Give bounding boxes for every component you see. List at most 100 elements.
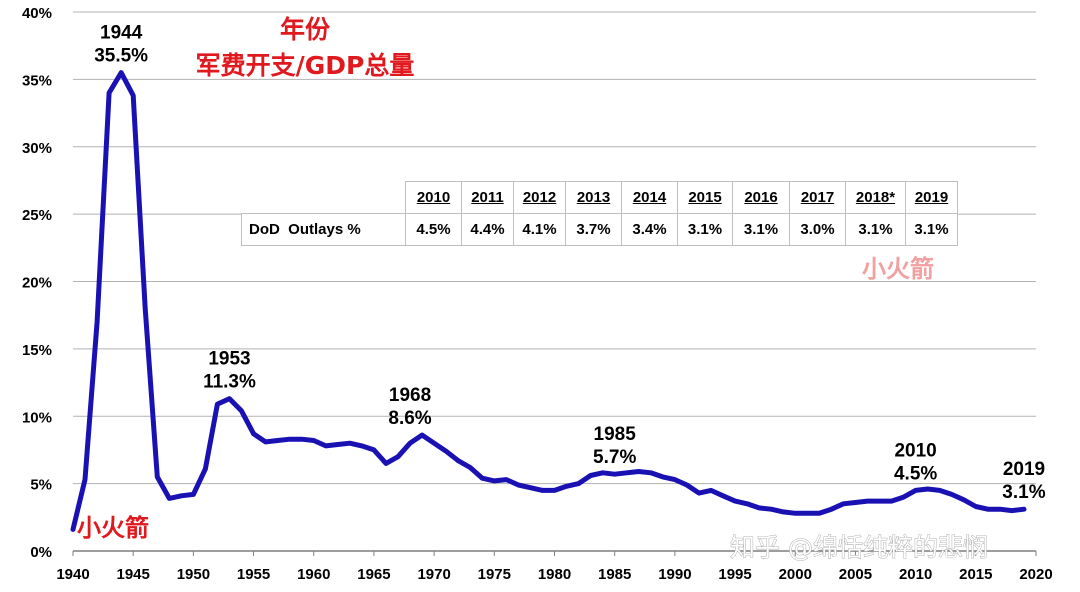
x-tick-label: 1945 [117,566,150,583]
data-point [817,511,821,515]
data-point [324,444,328,448]
data-point [914,488,918,492]
data-point [721,494,725,498]
table-year: 2019 [905,181,958,214]
data-point [420,433,424,437]
data-point [396,455,400,459]
x-tick-label: 1980 [538,566,571,583]
y-tick-label: 0% [30,544,52,561]
data-point [829,507,833,511]
data-point [974,505,978,509]
data-point [528,486,532,490]
annotation-value: 8.6% [388,408,431,429]
table-year: 2013 [565,181,622,214]
data-point [745,502,749,506]
data-point [408,441,412,445]
y-tick-label: 20% [22,275,52,292]
data-point [384,461,388,465]
x-tick-label: 1975 [478,566,511,583]
data-point [119,71,123,75]
annotation-year: 1944 [100,23,143,44]
x-tick-label: 2015 [959,566,992,583]
data-point [215,402,219,406]
x-tick-label: 1950 [177,566,210,583]
data-point [962,498,966,502]
data-point [926,487,930,491]
dod-outlays-table: 2010 2011 2012 2013 2014 2015 2016 2017 … [241,181,958,246]
table-year: 2014 [621,181,678,214]
y-tick-label: 30% [22,140,52,157]
data-point [757,506,761,510]
data-point [613,472,617,476]
data-point [769,507,773,511]
x-tick-label: 1960 [297,566,330,583]
data-point [890,499,894,503]
data-point [625,471,629,475]
data-point [1010,509,1014,513]
data-point [227,397,231,401]
data-point [998,507,1002,511]
annotation-year: 1968 [389,385,431,406]
table-cell: 3.1% [845,213,906,246]
data-point [155,475,159,479]
data-points [71,71,1026,531]
table-cell: 3.1% [732,213,790,246]
data-point [661,475,665,479]
data-point [456,459,460,463]
x-tick-label: 1955 [237,566,270,583]
data-point [252,432,256,436]
y-tick-label: 15% [22,342,52,359]
data-point [71,527,75,531]
data-point [492,479,496,483]
y-tick-label: 5% [30,477,52,494]
table-row: DoD Outlays % 4.5% 4.4% 4.1% 3.7% 3.4% 3… [241,213,958,246]
chart-title-line-2: 军费开支/GDP总量 [196,51,415,80]
data-point [143,306,147,310]
table-cell: 3.7% [565,213,622,246]
data-point [709,488,713,492]
data-point [504,478,508,482]
table-row-header: DoD Outlays % [241,213,406,246]
x-axis-ticks: 1940 1945 1950 1955 1960 1965 1970 1975 1980 1985… [56,551,1053,583]
x-tick-label: 2005 [839,566,872,583]
table-corner [242,182,406,214]
data-point [1022,507,1026,511]
data-point [336,443,340,447]
data-point [601,471,605,475]
data-point [697,491,701,495]
table-year: 2015 [677,181,733,214]
data-point [793,511,797,515]
table-cell: 4.4% [461,213,514,246]
data-point [865,499,869,503]
data-point [649,471,653,475]
annotation-year: 1953 [208,349,250,370]
annotation-value: 3.1% [1002,482,1045,503]
data-point [95,320,99,324]
x-tick-label: 1970 [417,566,450,583]
data-point [372,448,376,452]
annotation-year: 1985 [594,424,637,445]
data-point [432,441,436,445]
table-year: 2012 [513,181,566,214]
data-point [733,499,737,503]
x-tick-label: 1965 [357,566,390,583]
data-point [637,469,641,473]
data-point [276,439,280,443]
watermark-right: 小火箭 [862,255,934,283]
data-point [841,502,845,506]
x-tick-label: 1990 [658,566,691,583]
data-point [167,496,171,500]
table-cell: 4.1% [513,213,566,246]
data-point [673,478,677,482]
y-tick-label: 25% [22,207,52,224]
y-tick-label: 40% [22,5,52,22]
annotation-value: 5.7% [593,447,636,468]
data-point [300,437,304,441]
data-point [553,488,556,492]
x-tick-label: 1995 [718,566,751,583]
y-axis-ticks: 0% 5% 10% 15% 20% 25% 30% 35% 40% [22,5,52,561]
data-point [480,476,484,480]
table-year: 2017 [789,181,846,214]
x-tick-label: 1985 [598,566,631,583]
